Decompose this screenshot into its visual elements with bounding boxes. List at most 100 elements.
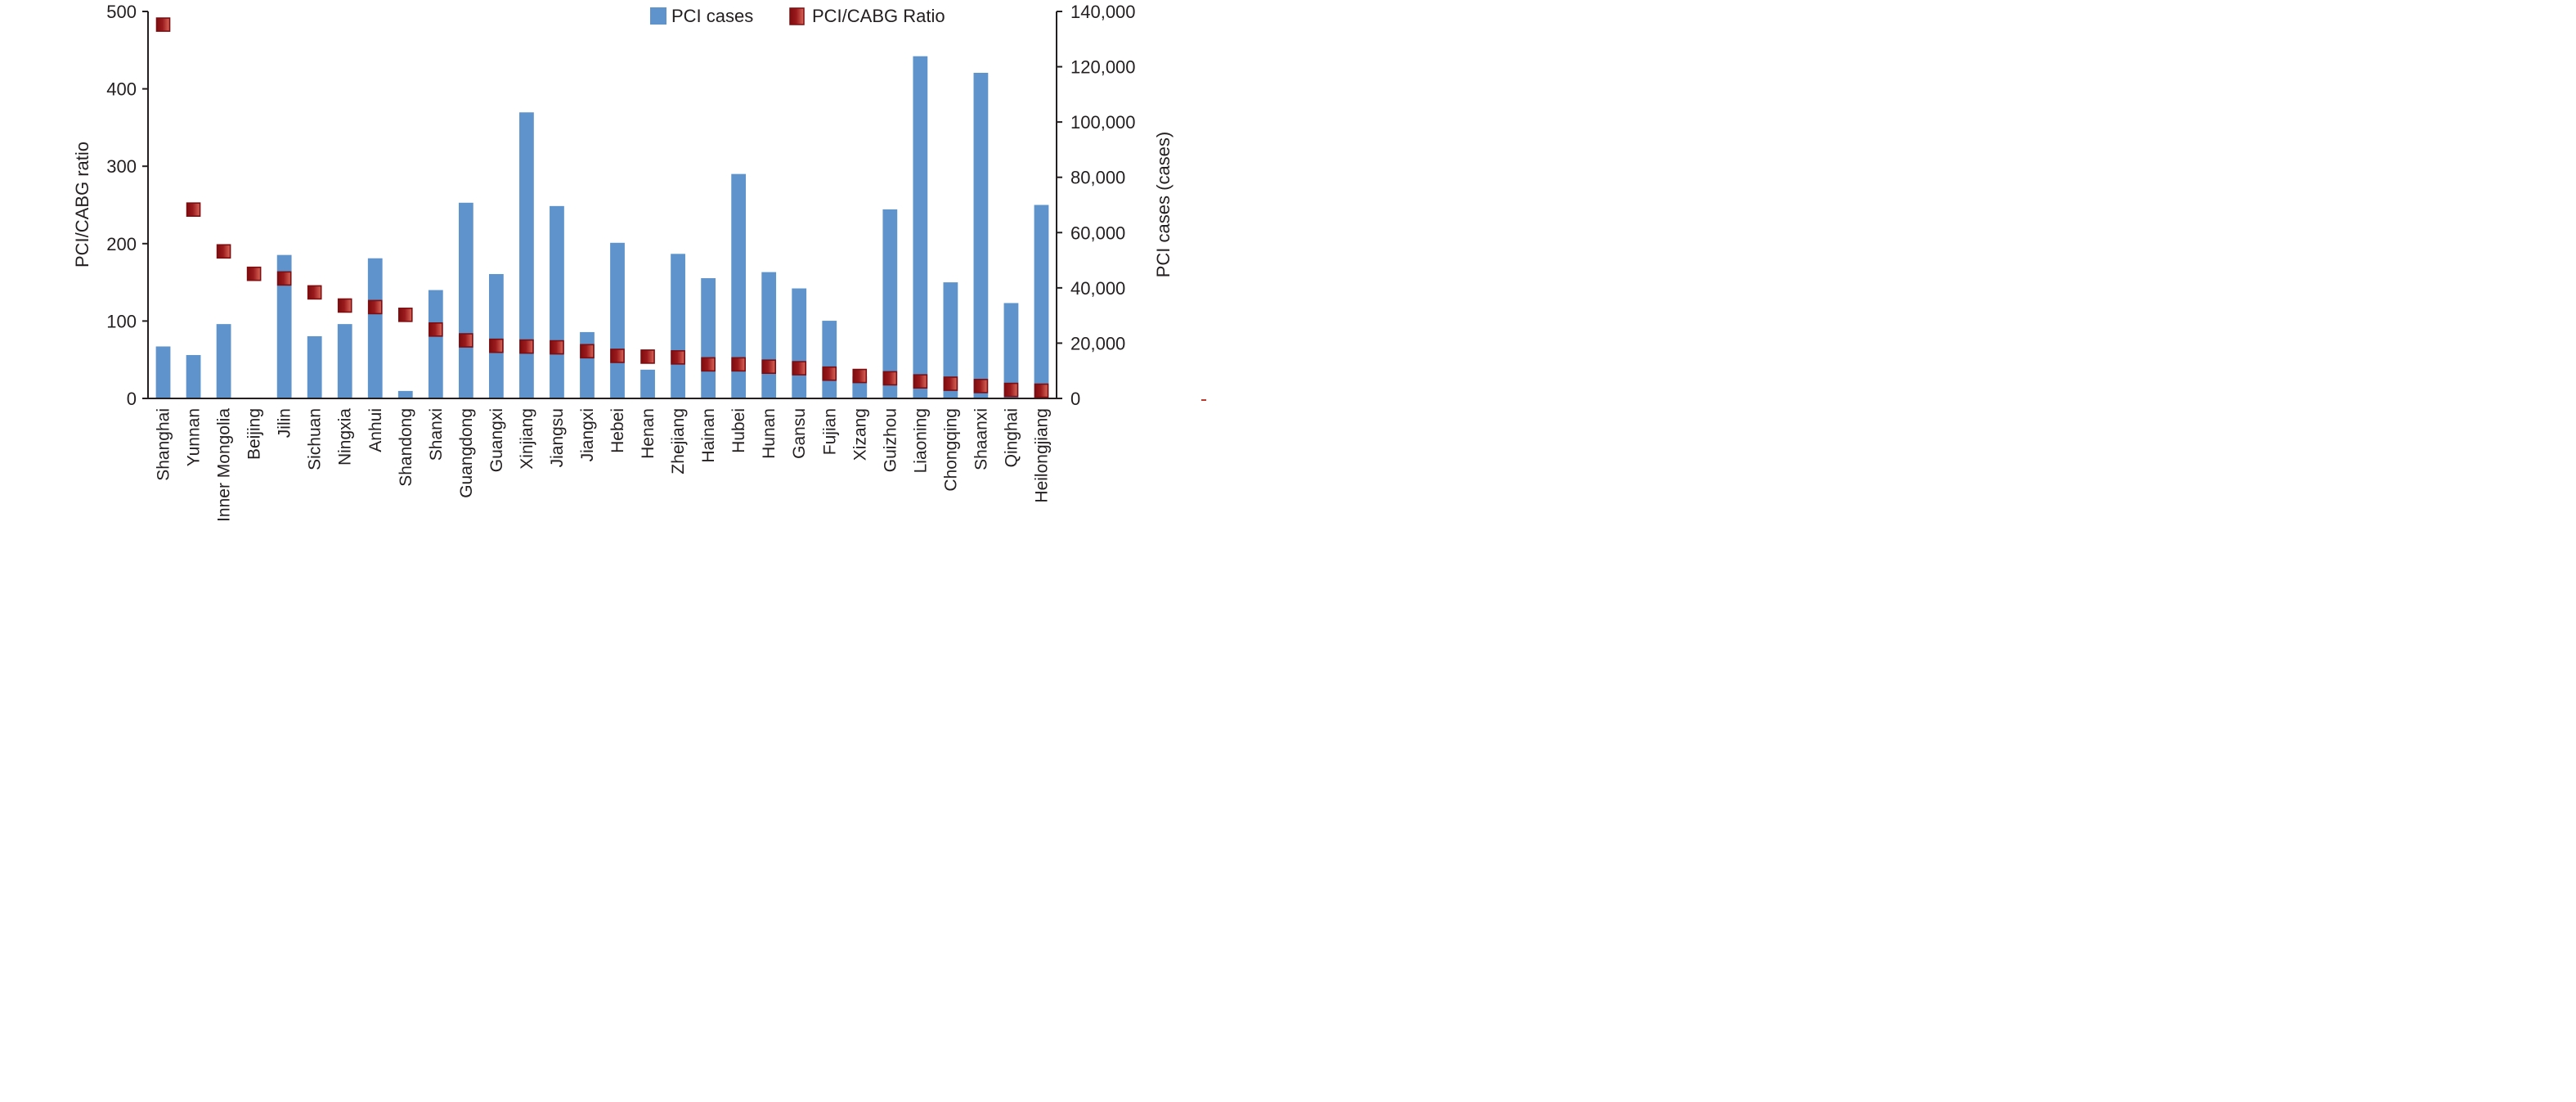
marker-shandong: [397, 308, 413, 322]
bar-chongqing: [943, 282, 958, 398]
x-tick-label: Beijing: [245, 408, 264, 460]
x-tick-label: Zhejiang: [669, 408, 688, 475]
x-tick-label: Shanghai: [155, 408, 173, 481]
marker-guangdong: [459, 333, 473, 348]
x-tick-label: Liaoning: [911, 408, 930, 473]
marker-xizang: [852, 368, 868, 384]
x-tick-label: Yunnan: [185, 408, 204, 466]
marker-shanxi: [429, 322, 443, 337]
axes: [143, 11, 1061, 399]
bar-shanxi: [428, 290, 443, 398]
marker-xinjiang: [519, 339, 534, 354]
marker-hebei: [610, 349, 625, 363]
marker-henan: [640, 349, 655, 364]
bar-xinjiang: [519, 112, 534, 398]
x-tick-label: Shanxi: [427, 408, 446, 461]
x-tick-label: Hubei: [729, 408, 748, 453]
x-tick-label: Xinjiang: [518, 408, 536, 470]
bar-hunan: [761, 272, 777, 398]
x-tick-label: Qinghai: [1002, 408, 1021, 467]
marker-shaanxi: [973, 379, 989, 394]
bar-sichuan: [307, 335, 322, 398]
stray-mark: [1201, 399, 1206, 401]
marker-yunnan: [186, 202, 201, 217]
bar-guangdong: [458, 202, 473, 398]
left-tick-label: 200: [106, 234, 137, 254]
marker-beijing: [246, 266, 262, 281]
right-tick-label: 120,000: [1070, 57, 1136, 78]
x-tick-label: Jilin: [276, 408, 294, 438]
marker-heilongjiang: [1034, 383, 1049, 398]
x-tick-label: Guangxi: [487, 408, 506, 472]
x-tick-label: Anhui: [366, 408, 385, 452]
legend-swatch-pci-cases: [650, 7, 666, 25]
x-tick-label: Sichuan: [306, 408, 325, 470]
left-tick-label: 500: [106, 2, 137, 22]
bar-fujian: [822, 321, 837, 398]
left-y-ticks: 0 100 200 300 400 500: [106, 2, 148, 409]
marker-shanghai: [155, 17, 171, 32]
legend: PCI cases PCI/CABG Ratio: [650, 6, 945, 26]
legend-swatch-pci-cabg-ratio: [789, 7, 805, 25]
bar-henan: [640, 369, 655, 398]
x-tick-label: Hebei: [608, 408, 627, 453]
combo-chart: 0 100 200 300 400 500 0 20,000 40,000 60,000 80,0…: [72, 2, 1206, 522]
x-tick-label: Hainan: [699, 408, 718, 463]
x-tick-label: Shaanxi: [972, 408, 990, 470]
x-tick-label: Guangdong: [457, 408, 476, 498]
marker-jilin: [276, 271, 292, 286]
marker-liaoning: [913, 374, 928, 389]
marker-jiangxi: [580, 344, 595, 359]
bar-inner-mongolia: [216, 324, 231, 398]
bar-shaanxi: [973, 73, 989, 399]
right-tick-label: 40,000: [1070, 278, 1125, 299]
x-tick-label: Jiangxi: [578, 408, 597, 461]
bar-gansu: [792, 288, 807, 398]
marker-hainan: [701, 357, 716, 372]
right-y-axis-title: PCI cases (cases): [1153, 132, 1174, 278]
left-tick-label: 100: [106, 311, 137, 331]
bar-hainan: [701, 278, 716, 398]
right-tick-label: 80,000: [1070, 168, 1125, 188]
legend-label-pci-cases: PCI cases: [671, 6, 753, 26]
marker-inner-mongolia: [216, 244, 231, 259]
right-y-ticks: 0 20,000 40,000 60,000 80,000 100,000 120,000 1…: [1057, 2, 1136, 409]
bar-yunnan: [186, 354, 201, 398]
bar-guangxi: [488, 273, 504, 398]
left-tick-label: 300: [106, 156, 137, 177]
marker-fujian: [822, 366, 837, 381]
bar-jiangxi: [580, 331, 595, 398]
marker-ningxia: [337, 298, 352, 313]
x-category-labels: Shanghai Yunnan Inner Mongolia Beijing Jilin…: [155, 408, 1052, 522]
legend-label-pci-cabg-ratio: PCI/CABG Ratio: [812, 6, 945, 26]
bar-shandong: [397, 390, 413, 398]
bar-series-pci-cases: [155, 56, 1049, 399]
marker-anhui: [367, 299, 383, 315]
x-tick-label: Shandong: [397, 408, 415, 487]
left-y-axis-title: PCI/CABG ratio: [72, 142, 92, 268]
right-tick-label: 100,000: [1070, 112, 1136, 133]
x-tick-label: Fujian: [820, 408, 839, 455]
bar-heilongjiang: [1034, 205, 1049, 398]
x-tick-label: Heilongjiang: [1032, 408, 1051, 503]
x-tick-label: Henan: [639, 408, 657, 459]
scatter-series-pci-cabg-ratio: [155, 17, 1049, 398]
right-tick-label: 20,000: [1070, 333, 1125, 353]
x-tick-label: Gansu: [790, 408, 809, 459]
marker-chongqing: [943, 376, 958, 391]
right-tick-label: 0: [1070, 389, 1080, 409]
marker-zhejiang: [671, 350, 685, 365]
x-tick-label: Hunan: [760, 408, 779, 459]
x-tick-label: Xizang: [850, 408, 869, 461]
x-tick-label: Inner Mongolia: [215, 408, 234, 522]
bar-guizhou: [882, 209, 898, 398]
bar-zhejiang: [671, 254, 685, 398]
right-tick-label: 60,000: [1070, 223, 1125, 243]
left-tick-label: 400: [106, 79, 137, 100]
bar-shanghai: [155, 346, 171, 398]
bar-liaoning: [913, 56, 928, 399]
bar-qinghai: [1003, 303, 1019, 398]
x-tick-label: Guizhou: [881, 408, 900, 472]
bar-ningxia: [337, 324, 352, 398]
marker-hubei: [731, 357, 746, 372]
